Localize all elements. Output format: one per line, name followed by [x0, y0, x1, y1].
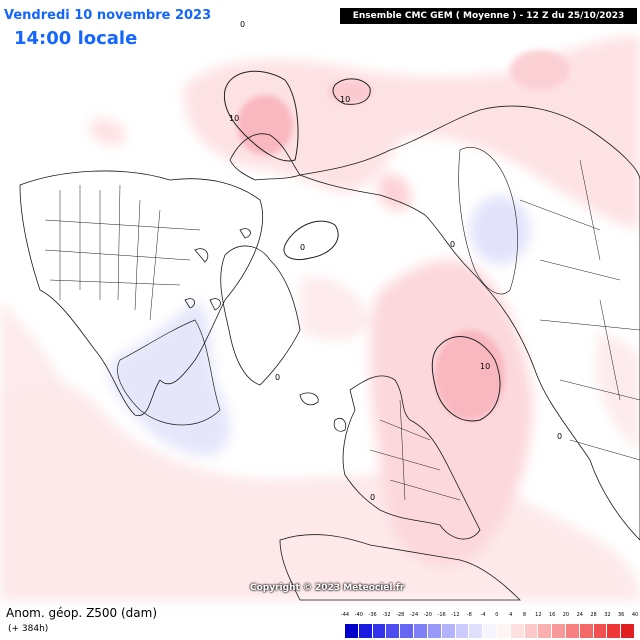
- legend-label: -20: [423, 612, 432, 618]
- model-run-label: Ensemble CMC GEM ( Moyenne ) - 12 Z du 2…: [340, 8, 637, 24]
- legend-swatch: [510, 624, 525, 638]
- contour-10-europe: [431, 336, 501, 422]
- anomaly-core: [237, 50, 570, 420]
- legend-label: 12: [535, 612, 542, 618]
- legend-swatch: [414, 624, 428, 638]
- label-10-europe: 10: [480, 362, 490, 371]
- map-variable-title: Anom. géop. Z500 (dam): [6, 606, 158, 620]
- color-legend: -44 -40 -36 -32 -28 -24 -20 -16 -12 -8 -4 0 4 8 12 16 20…: [341, 612, 639, 638]
- legend-label: -36: [368, 612, 377, 618]
- legend-swatch: [579, 624, 594, 638]
- legend-swatch: [345, 624, 359, 638]
- negative-anomaly: [109, 196, 530, 456]
- label-0-4: 0: [275, 373, 280, 382]
- legend-label: 8: [522, 612, 527, 618]
- legend-label: 0: [495, 612, 499, 618]
- copyright: Copyright © 2023 Meteociel.fr: [250, 583, 405, 593]
- legend-swatch: [400, 624, 415, 638]
- legend-label: 36: [618, 612, 625, 618]
- contour-0-arctic: [283, 220, 339, 260]
- legend-label: -40: [354, 612, 363, 618]
- legend-swatch: [524, 624, 539, 638]
- legend-swatch: [552, 624, 566, 638]
- legend-swatch: [566, 624, 580, 638]
- legend-swatch: [621, 624, 636, 638]
- legend-swatch: [358, 624, 373, 638]
- legend-swatch: [427, 624, 442, 638]
- legend-bar: [345, 624, 636, 638]
- legend-swatch: [607, 624, 622, 638]
- legend-label: 24: [576, 612, 583, 618]
- contour-10-siberia: [332, 78, 371, 105]
- legend-swatch: [483, 624, 497, 638]
- label-0-2: 0: [450, 240, 455, 249]
- legend-label: -28: [396, 612, 405, 618]
- label-0-6: 0: [370, 493, 375, 502]
- legend-label: 28: [590, 612, 597, 618]
- legend-swatch: [455, 624, 470, 638]
- legend-label: -12: [451, 612, 460, 618]
- legend-labels: -44 -40 -36 -32 -28 -24 -20 -16 -12 -8 -4 0 4 8 12 16 20…: [341, 612, 639, 622]
- legend-swatch: [372, 624, 387, 638]
- label-10-siberia: 10: [340, 95, 350, 104]
- legend-label: -4: [480, 612, 486, 618]
- legend-label: 16: [548, 612, 556, 618]
- legend-swatch: [469, 624, 484, 638]
- contour-lines: [117, 70, 501, 426]
- legend-label: 40: [631, 612, 639, 618]
- legend-label: -32: [382, 612, 391, 618]
- label-10-bering: 10: [229, 114, 239, 123]
- legend-label: 32: [604, 612, 611, 618]
- contour-10-bering: [223, 70, 299, 162]
- legend-swatch: [386, 624, 401, 638]
- forecast-time: 14:00 locale: [14, 28, 138, 49]
- legend-label: 4: [509, 612, 513, 618]
- label-0-1: 0: [240, 20, 245, 29]
- legend-swatch: [441, 624, 456, 638]
- lead-time: (+ 384h): [8, 624, 49, 634]
- forecast-date: Vendredi 10 novembre 2023: [4, 8, 212, 23]
- legend-label: 20: [562, 612, 570, 618]
- label-0-3: 0: [300, 243, 305, 252]
- coastlines: [19, 105, 640, 601]
- legend-label: -24: [409, 612, 419, 618]
- contour-0-neg-na: [117, 319, 221, 426]
- anomaly-shading: [0, 35, 640, 600]
- legend-label: -8: [466, 612, 472, 618]
- legend-swatch: [496, 624, 511, 638]
- legend-label: -44: [340, 612, 350, 618]
- legend-swatch: [538, 624, 553, 638]
- legend-label: -16: [437, 612, 446, 618]
- label-0-5: 0: [557, 432, 562, 441]
- legend-swatch: [593, 624, 608, 638]
- contour-labels: 10 10 10 0 0 0 0 0 0: [229, 20, 562, 502]
